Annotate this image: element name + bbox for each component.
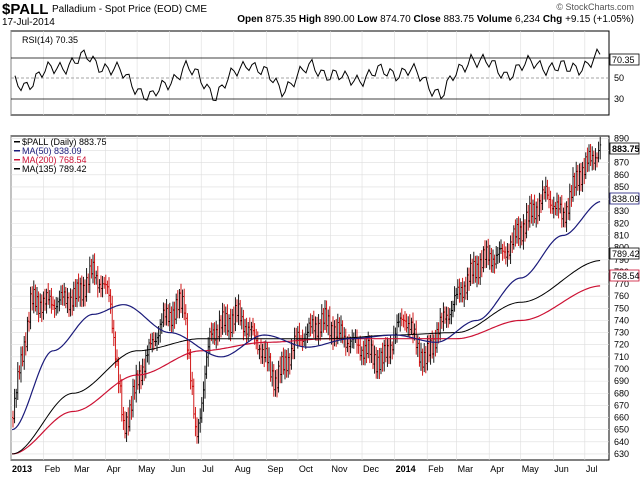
- y-tick-label: 640: [614, 437, 629, 447]
- legend-ma50: MA(50) 838.09: [22, 146, 82, 156]
- x-tick-label: Aug: [235, 464, 251, 474]
- copyright-text[interactable]: © StockCharts.com: [556, 2, 634, 12]
- x-tick-label: Oct: [299, 464, 314, 474]
- x-tick-label: 2014: [396, 464, 416, 474]
- chart-description: Palladium - Spot Price (EOD) CME: [52, 4, 207, 15]
- y-tick-label: 870: [614, 158, 629, 168]
- x-tick-label: Jul: [202, 464, 214, 474]
- y-tick-label: 630: [614, 449, 629, 459]
- y-tick-label: 810: [614, 231, 629, 241]
- y-tick-label: 720: [614, 340, 629, 350]
- y-tick-label: 680: [614, 388, 629, 398]
- y-tick-label: 830: [614, 206, 629, 216]
- price-legend: $PALL (Daily) 883.75 MA(50) 838.09 MA(20…: [14, 137, 107, 174]
- ma50-value-tag: [609, 192, 640, 205]
- legend-main-swatch: [14, 141, 20, 143]
- x-tick-label: Jul: [586, 464, 598, 474]
- x-tick-label: Sep: [267, 464, 283, 474]
- description-text: Palladium - Spot Price (EOD): [52, 4, 183, 15]
- x-tick-label: Dec: [363, 464, 380, 474]
- price-grid: [10, 136, 609, 460]
- ohlc-stats: Open 875.35 High 890.00 Low 874.70 Close…: [237, 14, 634, 25]
- y-tick-label: 730: [614, 328, 629, 338]
- x-tick-label: May: [522, 464, 540, 474]
- y-tick-label: 750: [614, 303, 629, 313]
- ma200-value-tag: [609, 269, 640, 282]
- y-tick-label: 890: [614, 133, 629, 143]
- legend-ma135: MA(135) 789.42: [22, 164, 87, 174]
- close-label: Close: [413, 14, 441, 25]
- price-panel: 630 640 650 660 670 680 690 700 710 720 730 740 750 7…: [10, 133, 640, 474]
- low-value: 874.70: [380, 14, 411, 25]
- legend-ma200: MA(200) 768.54: [22, 155, 87, 165]
- y-tick-label: 760: [614, 291, 629, 301]
- low-label: Low: [357, 14, 378, 25]
- chg-value: +9.15 (+1.05%): [565, 14, 634, 25]
- y-tick-label: 790: [614, 255, 629, 265]
- x-tick-label: Jun: [554, 464, 569, 474]
- open-value: 875.35: [265, 14, 297, 25]
- x-tick-label: Nov: [331, 464, 348, 474]
- x-tick-label: 2013: [12, 464, 32, 474]
- rsi-value-tag: [609, 53, 640, 66]
- close-value: 883.75: [443, 14, 475, 25]
- rsi-line: [14, 47, 601, 102]
- open-label: Open: [237, 14, 263, 25]
- y-tick-label: 700: [614, 364, 629, 374]
- ma135-line: [12, 260, 601, 455]
- close-value-tag: [609, 142, 640, 155]
- y-tick-label: 740: [614, 315, 629, 325]
- chart-date: 17-Jul-2014: [2, 17, 55, 28]
- x-tick-label: Mar: [458, 464, 474, 474]
- rsi-legend: RSI(14) 70.35: [22, 35, 78, 45]
- legend-ma50-swatch: [14, 150, 20, 152]
- x-tick-label: Feb: [428, 464, 444, 474]
- x-axis: 2013 Feb Mar Apr May Jun Jul Aug Sep Oct Nov Dec 201…: [12, 464, 597, 474]
- x-tick-label: Feb: [45, 464, 61, 474]
- high-value: 890.00: [323, 14, 355, 25]
- y-tick-label: 770: [614, 279, 629, 289]
- value-tags: 883.75 838.09 789.42 768.54: [609, 142, 640, 282]
- rsi-grid: [10, 31, 586, 115]
- y-tick-label: 660: [614, 413, 629, 423]
- x-tick-label: May: [138, 464, 156, 474]
- rsi-tick-50: 50: [614, 73, 624, 83]
- volume-label: Volume: [476, 14, 513, 25]
- y-tick-label: 820: [614, 218, 629, 228]
- y-tick-label: 860: [614, 170, 629, 180]
- chg-label: Chg: [542, 14, 563, 25]
- ma135-value-tag-text: 789.42: [612, 249, 640, 259]
- x-tick-label: Apr: [490, 464, 504, 474]
- exchange-text: CME: [184, 4, 208, 15]
- y-tick-label: 850: [614, 182, 629, 192]
- x-tick-label: Mar: [74, 464, 90, 474]
- ma200-line: [12, 285, 601, 455]
- high-label: High: [298, 14, 322, 25]
- rsi-tick-30: 30: [614, 94, 624, 104]
- price-panel-frame: [10, 135, 610, 461]
- x-tick-label: Apr: [107, 464, 121, 474]
- chart-symbol: $PALL: [2, 1, 49, 18]
- legend-ma200-swatch: [14, 159, 20, 161]
- y-tick-label: 710: [614, 352, 629, 362]
- rsi-panel-frame: [10, 30, 610, 116]
- legend-main: $PALL (Daily) 883.75: [22, 137, 107, 147]
- rsi-panel: RSI(14) 70.35 70 50 30 70.35: [10, 30, 640, 116]
- y-tick-label: 670: [614, 400, 629, 410]
- y-tick-label: 650: [614, 425, 629, 435]
- y-tick-label: 690: [614, 376, 629, 386]
- close-value-tag-text: 883.75: [612, 144, 640, 154]
- price-y-axis: 630 640 650 660 670 680 690 700 710 720 730 740 750 7…: [614, 133, 629, 459]
- legend-ma135-swatch: [14, 168, 20, 170]
- x-tick-label: Jun: [171, 464, 186, 474]
- price-bars: [12, 136, 602, 444]
- ma135-value-tag: [609, 247, 640, 260]
- volume-value: 6,234: [515, 14, 541, 25]
- ma200-value-tag-text: 768.54: [612, 271, 640, 281]
- ma50-line: [11, 201, 601, 431]
- ma50-value-tag-text: 838.09: [612, 194, 640, 204]
- rsi-value-tag-text: 70.35: [612, 55, 635, 65]
